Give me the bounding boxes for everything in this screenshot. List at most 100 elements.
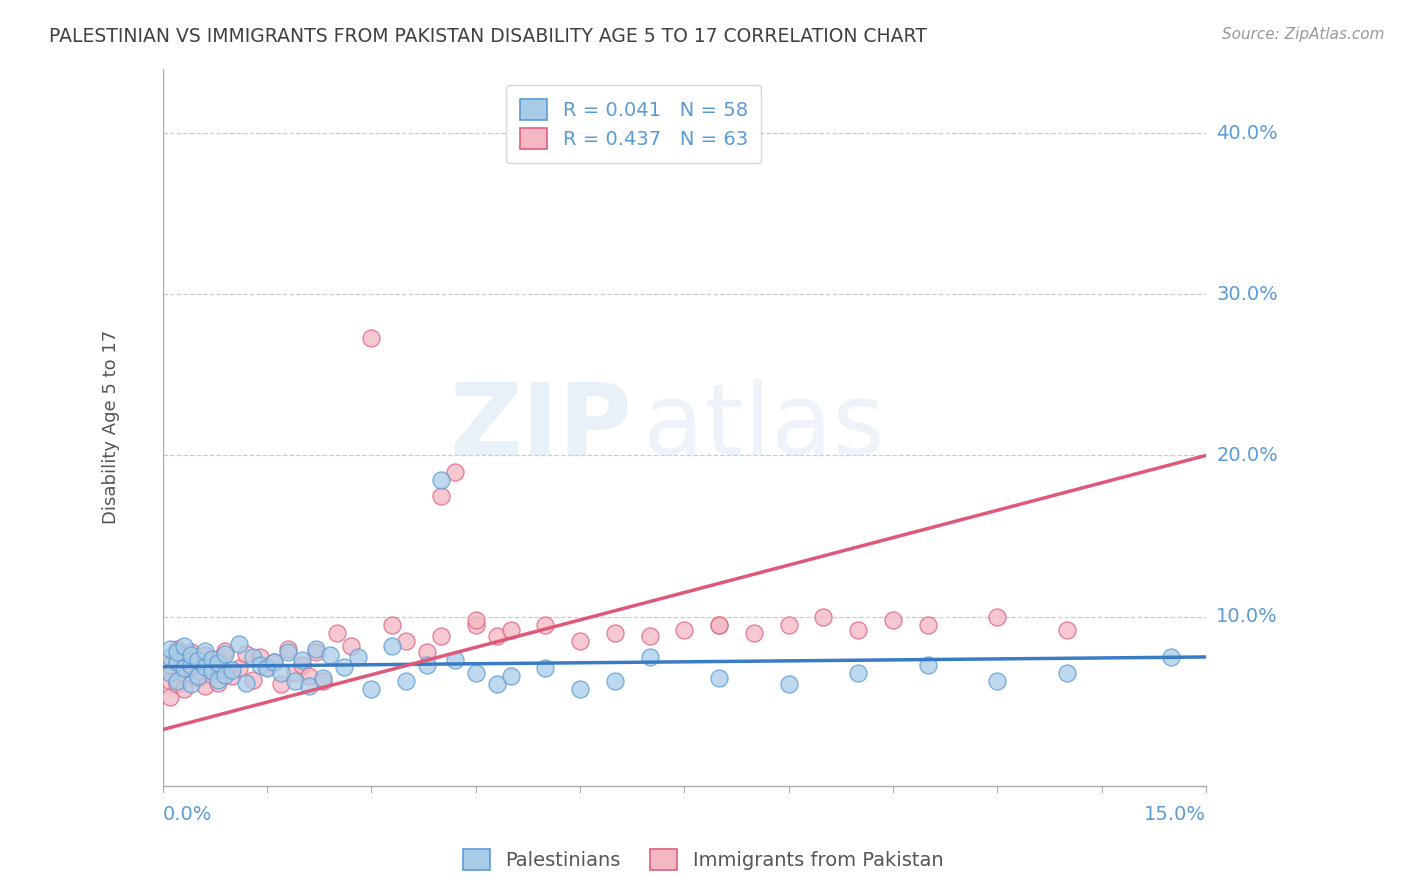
- Point: [416, 658, 439, 673]
- Point: [569, 682, 592, 697]
- Point: [284, 666, 307, 681]
- Point: [305, 645, 328, 659]
- Point: [291, 658, 314, 673]
- Point: [707, 617, 730, 632]
- Point: [395, 674, 418, 689]
- Point: [200, 667, 222, 681]
- Text: 40.0%: 40.0%: [1216, 123, 1278, 143]
- Text: PALESTINIAN VS IMMIGRANTS FROM PAKISTAN DISABILITY AGE 5 TO 17 CORRELATION CHART: PALESTINIAN VS IMMIGRANTS FROM PAKISTAN …: [49, 27, 927, 45]
- Point: [180, 661, 202, 675]
- Point: [235, 647, 257, 661]
- Point: [1056, 623, 1078, 637]
- Point: [173, 682, 195, 697]
- Point: [291, 653, 314, 667]
- Point: [305, 641, 328, 656]
- Point: [270, 677, 292, 691]
- Point: [159, 641, 181, 656]
- Point: [430, 629, 453, 643]
- Point: [360, 331, 382, 345]
- Text: 15.0%: 15.0%: [1144, 805, 1206, 824]
- Point: [193, 648, 215, 663]
- Point: [312, 671, 335, 685]
- Point: [270, 666, 292, 681]
- Point: [569, 633, 592, 648]
- Point: [200, 657, 222, 671]
- Point: [193, 643, 215, 657]
- Point: [339, 639, 361, 653]
- Point: [187, 671, 209, 685]
- Point: [312, 674, 335, 689]
- Point: [917, 658, 939, 673]
- Point: [180, 658, 202, 673]
- Point: [778, 677, 800, 691]
- Point: [159, 650, 181, 665]
- Point: [200, 665, 222, 679]
- Point: [603, 625, 626, 640]
- Point: [813, 609, 835, 624]
- Point: [638, 629, 661, 643]
- Point: [298, 669, 321, 683]
- Text: 20.0%: 20.0%: [1216, 446, 1278, 465]
- Point: [228, 637, 250, 651]
- Point: [235, 675, 257, 690]
- Point: [263, 655, 285, 669]
- Point: [499, 669, 522, 683]
- Point: [180, 648, 202, 663]
- Point: [464, 617, 486, 632]
- Point: [1056, 666, 1078, 681]
- Point: [180, 677, 202, 691]
- Point: [638, 650, 661, 665]
- Text: Source: ZipAtlas.com: Source: ZipAtlas.com: [1222, 27, 1385, 42]
- Point: [742, 625, 765, 640]
- Point: [673, 623, 696, 637]
- Point: [249, 650, 271, 665]
- Point: [499, 623, 522, 637]
- Point: [214, 647, 236, 661]
- Point: [173, 661, 195, 675]
- Point: [187, 653, 209, 667]
- Point: [430, 473, 453, 487]
- Point: [277, 645, 299, 659]
- Point: [207, 675, 229, 690]
- Point: [228, 661, 250, 675]
- Point: [360, 682, 382, 697]
- Point: [180, 645, 202, 659]
- Point: [159, 658, 181, 673]
- Point: [207, 651, 229, 665]
- Text: Disability Age 5 to 17: Disability Age 5 to 17: [101, 330, 120, 524]
- Point: [381, 617, 404, 632]
- Text: 30.0%: 30.0%: [1216, 285, 1278, 304]
- Point: [166, 677, 188, 691]
- Point: [200, 651, 222, 665]
- Point: [159, 690, 181, 705]
- Point: [882, 613, 904, 627]
- Point: [485, 629, 508, 643]
- Point: [214, 643, 236, 657]
- Point: [187, 669, 209, 683]
- Point: [166, 674, 188, 689]
- Point: [534, 661, 557, 675]
- Point: [242, 673, 264, 687]
- Point: [193, 679, 215, 693]
- Point: [187, 653, 209, 667]
- Point: [166, 641, 188, 656]
- Point: [277, 641, 299, 656]
- Point: [381, 639, 404, 653]
- Point: [986, 674, 1008, 689]
- Point: [214, 667, 236, 681]
- Point: [332, 659, 354, 673]
- Point: [986, 609, 1008, 624]
- Point: [319, 648, 342, 663]
- Point: [173, 666, 195, 681]
- Point: [159, 666, 181, 681]
- Point: [221, 663, 243, 677]
- Point: [214, 665, 236, 679]
- Point: [603, 674, 626, 689]
- Point: [464, 666, 486, 681]
- Point: [534, 617, 557, 632]
- Point: [256, 659, 278, 673]
- Point: [166, 645, 188, 659]
- Point: [284, 674, 307, 689]
- Point: [917, 617, 939, 632]
- Point: [207, 657, 229, 671]
